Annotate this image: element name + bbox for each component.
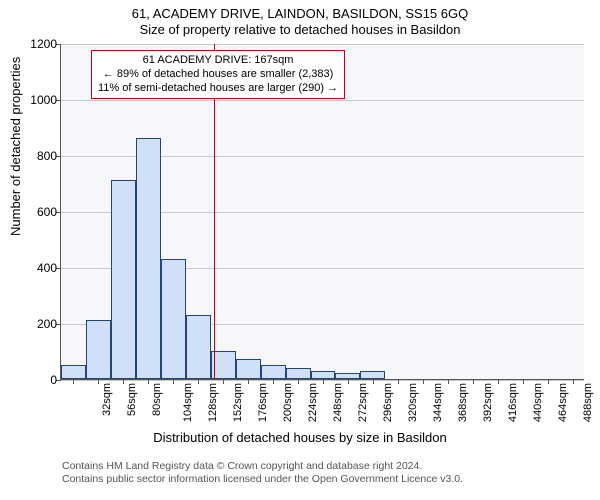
x-tick-label: 344sqm	[432, 383, 444, 422]
annotation-box: 61 ACADEMY DRIVE: 167sqm← 89% of detache…	[91, 50, 345, 99]
x-tick-label: 488sqm	[582, 383, 594, 422]
footer-line-2: Contains public sector information licen…	[62, 473, 463, 486]
histogram-bar	[186, 315, 211, 379]
annotation-line: 61 ACADEMY DRIVE: 167sqm	[98, 54, 338, 68]
y-axis-label: Number of detached properties	[8, 57, 23, 236]
histogram-bar	[161, 259, 186, 379]
y-tick-label: 0	[50, 373, 57, 387]
x-tick	[123, 379, 124, 384]
x-tick-label: 176sqm	[257, 383, 269, 422]
x-tick	[148, 379, 149, 384]
x-tick	[373, 379, 374, 384]
x-tick	[223, 379, 224, 384]
x-tick	[248, 379, 249, 384]
x-tick-label: 320sqm	[407, 383, 419, 422]
y-tick-label: 800	[37, 149, 57, 163]
x-tick-label: 440sqm	[532, 383, 544, 422]
x-tick	[273, 379, 274, 384]
x-tick	[523, 379, 524, 384]
x-tick-label: 392sqm	[482, 383, 494, 422]
x-tick-label: 152sqm	[232, 383, 244, 422]
x-tick-label: 80sqm	[151, 383, 163, 416]
y-tick-label: 200	[37, 317, 57, 331]
x-tick	[548, 379, 549, 384]
x-tick-label: 416sqm	[507, 383, 519, 422]
annotation-line: ← 89% of detached houses are smaller (2,…	[98, 68, 338, 82]
histogram-bar	[261, 365, 286, 379]
histogram-bar	[111, 180, 136, 379]
x-tick	[73, 379, 74, 384]
x-tick-label: 200sqm	[282, 383, 294, 422]
histogram-bar	[360, 371, 385, 379]
x-tick	[298, 379, 299, 384]
x-tick-label: 272sqm	[357, 383, 369, 422]
annotation-line: 11% of semi-detached houses are larger (…	[98, 82, 338, 96]
x-tick-label: 464sqm	[557, 383, 569, 422]
x-tick-label: 104sqm	[182, 383, 194, 422]
histogram-bar	[286, 368, 311, 379]
chart-subtitle: Size of property relative to detached ho…	[0, 22, 600, 37]
x-tick	[198, 379, 199, 384]
x-tick-label: 224sqm	[307, 383, 319, 422]
x-tick	[173, 379, 174, 384]
x-tick-label: 296sqm	[382, 383, 394, 422]
chart-root: { "title": "61, ACADEMY DRIVE, LAINDON, …	[0, 0, 600, 500]
x-tick	[398, 379, 399, 384]
footer-line-1: Contains HM Land Registry data © Crown c…	[62, 460, 463, 473]
x-tick-label: 56sqm	[126, 383, 138, 416]
y-tick-label: 600	[37, 205, 57, 219]
histogram-bar	[61, 365, 86, 379]
x-tick-label: 128sqm	[207, 383, 219, 422]
histogram-bar	[311, 371, 336, 379]
y-tick-label: 1200	[30, 37, 57, 51]
x-tick-label: 32sqm	[102, 383, 114, 416]
x-tick	[348, 379, 349, 384]
x-tick	[498, 379, 499, 384]
x-tick	[323, 379, 324, 384]
x-tick	[423, 379, 424, 384]
footer-attribution: Contains HM Land Registry data © Crown c…	[62, 460, 463, 485]
x-axis-label: Distribution of detached houses by size …	[0, 430, 600, 445]
y-tick-label: 400	[37, 261, 57, 275]
plot-area: 02004006008001000120032sqm56sqm80sqm104s…	[60, 44, 584, 380]
histogram-bar	[236, 359, 261, 379]
gridline	[61, 100, 584, 101]
x-tick	[98, 379, 99, 384]
histogram-bar	[86, 320, 111, 379]
x-tick-label: 248sqm	[332, 383, 344, 422]
chart-title: 61, ACADEMY DRIVE, LAINDON, BASILDON, SS…	[0, 6, 600, 21]
x-tick-label: 368sqm	[457, 383, 469, 422]
gridline	[61, 44, 584, 45]
x-tick	[448, 379, 449, 384]
x-tick	[473, 379, 474, 384]
histogram-bar	[136, 138, 161, 379]
x-tick	[573, 379, 574, 384]
y-tick-label: 1000	[30, 93, 57, 107]
